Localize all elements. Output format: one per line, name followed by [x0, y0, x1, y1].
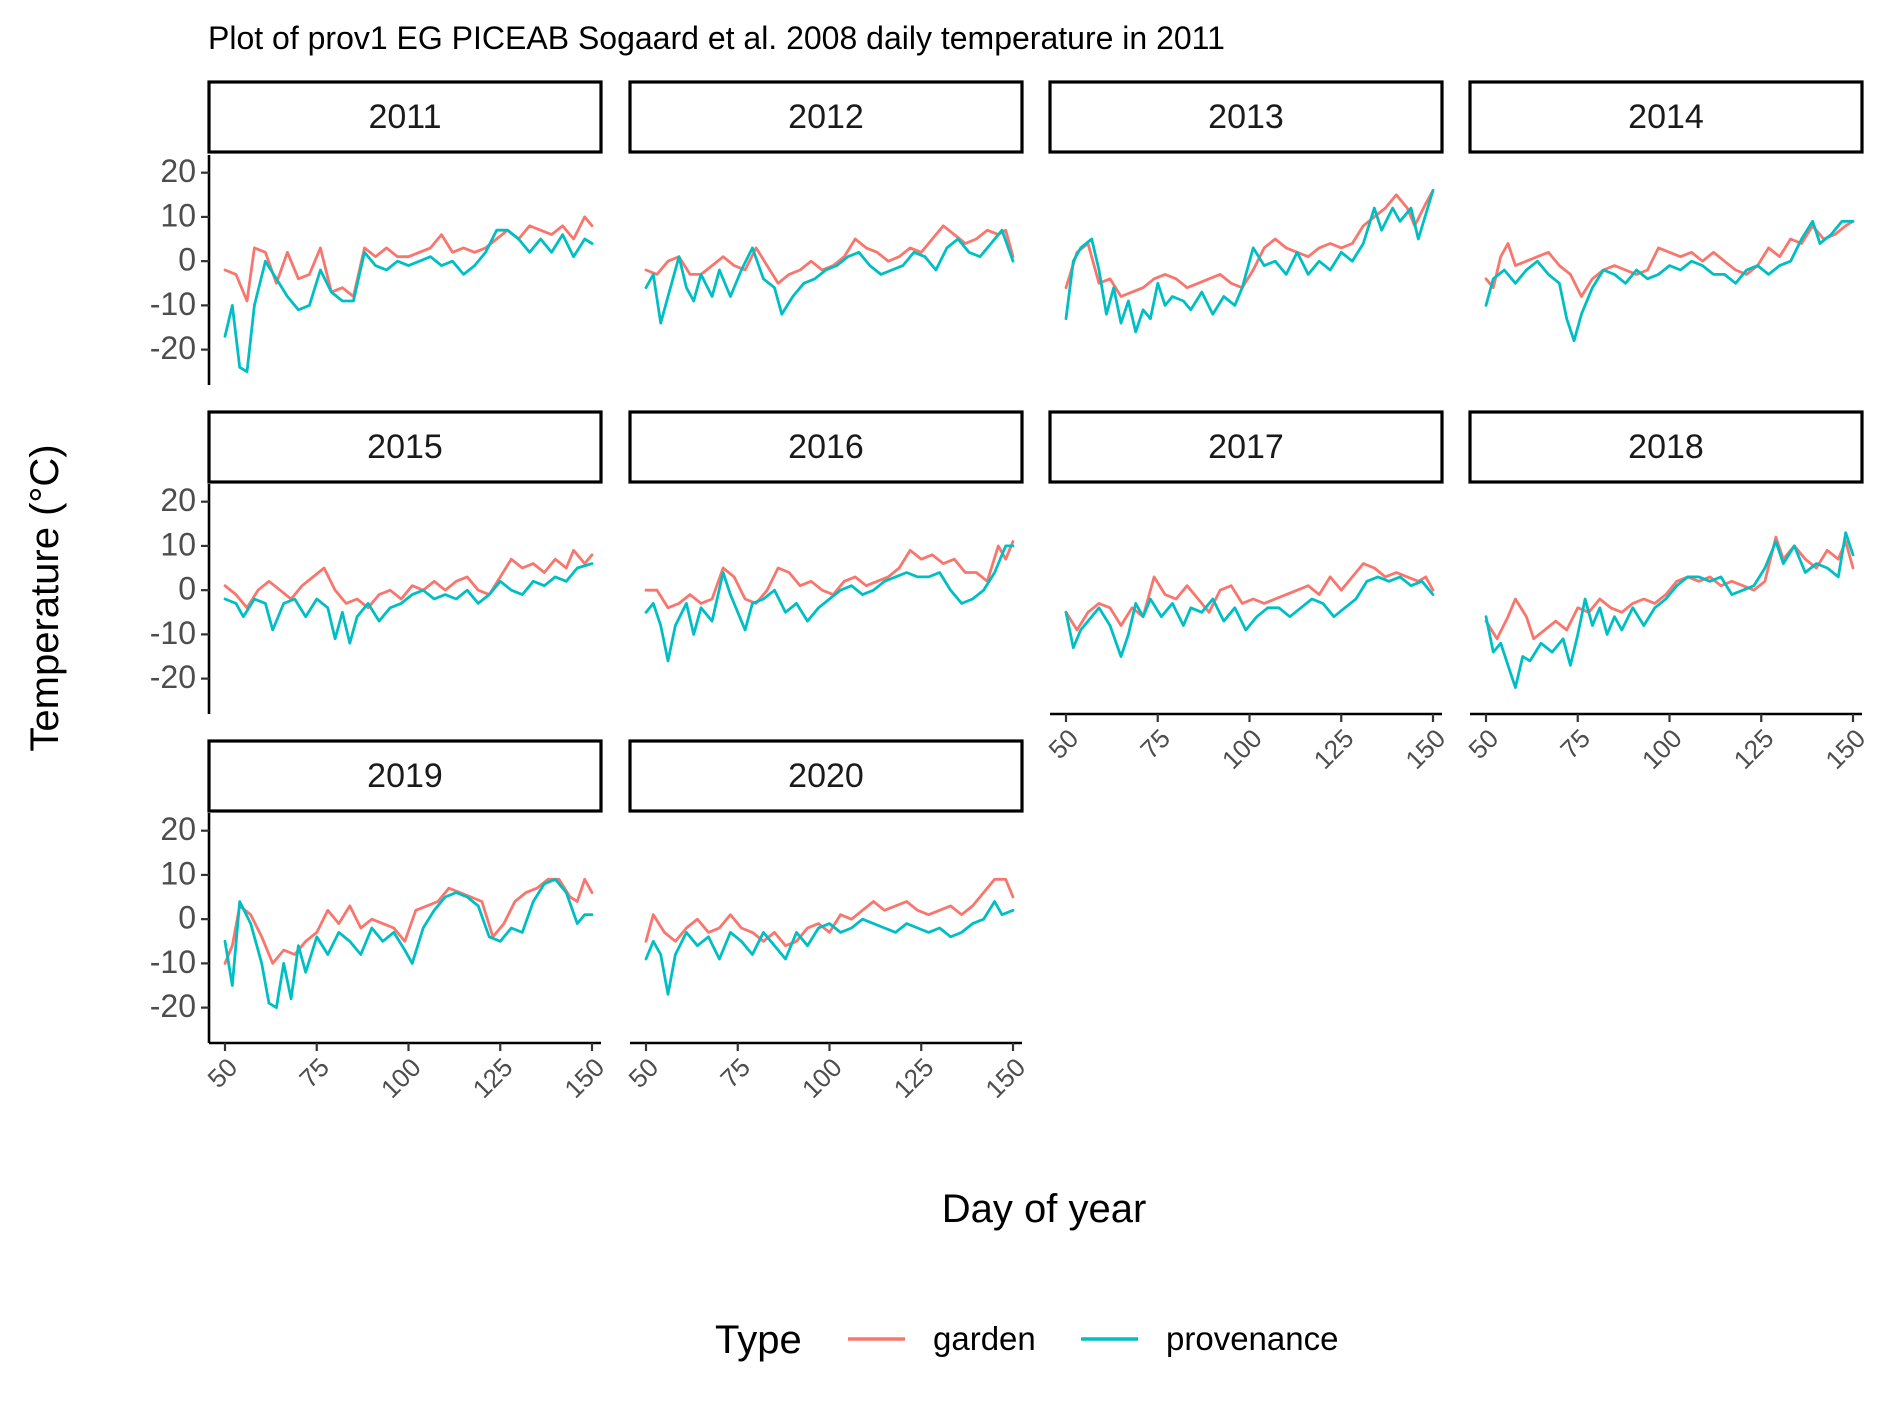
x-tick-label: 100 [796, 1052, 848, 1104]
legend-label-garden: garden [933, 1320, 1036, 1357]
facet-strip [1468, 80, 1864, 154]
series-line-garden [223, 877, 594, 965]
y-tick-label: 10 [160, 855, 196, 891]
x-tick-label: 150 [558, 1052, 610, 1104]
y-axis-title: Temperature (°C) [23, 444, 67, 751]
series-line-garden [1064, 562, 1435, 632]
y-tick-label: 20 [160, 482, 196, 518]
facet-strip-label: 2015 [367, 428, 443, 466]
facet-strip [1048, 80, 1444, 154]
series-line-provenance [1064, 188, 1435, 334]
x-tick-label: 50 [202, 1052, 244, 1094]
y-tick-label: 20 [160, 811, 196, 847]
x-tick-label: 75 [1554, 723, 1596, 765]
x-tick-label: 100 [375, 1052, 427, 1104]
series-line-provenance [1064, 575, 1435, 658]
facet-2013: 2013 [1048, 80, 1444, 334]
x-tick-label: 125 [888, 1052, 940, 1104]
y-tick-label: -10 [150, 615, 196, 651]
y-tick-label: 10 [160, 526, 196, 562]
x-tick-label: 75 [714, 1052, 756, 1094]
facet-strip-label: 2013 [1208, 98, 1284, 136]
x-tick-label: 50 [1463, 723, 1505, 765]
facet-strip-label: 2020 [788, 757, 864, 795]
facet-strip-label: 2017 [1208, 428, 1284, 466]
y-tick-label: -20 [150, 988, 196, 1024]
facet-2016: 2016 [628, 410, 1024, 663]
series-line-provenance [223, 877, 594, 1009]
facet-strip [207, 739, 603, 813]
facet-strip-label: 2011 [368, 98, 441, 136]
x-tick-label: 75 [1134, 723, 1176, 765]
legend: Type garden provenance [715, 1318, 1338, 1362]
series-line-provenance [223, 228, 594, 374]
series-line-garden [223, 548, 594, 610]
x-axis-title: Day of year [942, 1187, 1147, 1231]
facet-strip [207, 80, 603, 154]
facet-strip-label: 2016 [788, 428, 864, 466]
series-line-provenance [644, 228, 1015, 325]
facet-strip [628, 80, 1024, 154]
facet-strip-label: 2012 [788, 98, 864, 136]
x-tick-label: 100 [1216, 723, 1268, 775]
x-tick-label: 150 [1819, 723, 1871, 775]
x-tick-label: 100 [1636, 723, 1688, 775]
y-tick-label: -10 [150, 286, 196, 322]
facet-strip [207, 410, 603, 484]
facet-2011: 2011 -20 -10 0 10 20 [150, 80, 603, 385]
series-line-garden [223, 215, 594, 303]
facet-strip-label: 2014 [1628, 98, 1704, 136]
x-tick-label: 50 [1043, 723, 1085, 765]
chart-title: Plot of prov1 EG PICEAB Sogaard et al. 2… [208, 20, 1225, 56]
facet-2019: 2019 -20 -10 0 10 20 50 75 100 125 150 [150, 739, 610, 1104]
series-line-provenance [223, 562, 594, 645]
y-tick-label: 0 [178, 900, 196, 936]
facet-strip [1468, 410, 1864, 484]
facet-2012: 2012 [628, 80, 1024, 325]
y-tick-label: -10 [150, 944, 196, 980]
facet-2014: 2014 [1468, 80, 1864, 343]
series-line-provenance [1484, 219, 1855, 343]
x-tick-label: 150 [1399, 723, 1451, 775]
x-tick-label: 75 [293, 1052, 335, 1094]
y-tick-label: 0 [178, 571, 196, 607]
legend-title: Type [715, 1318, 802, 1362]
facet-2015: 2015 -20 -10 0 10 20 [150, 410, 603, 714]
facet-strip-label: 2019 [367, 757, 443, 795]
facet-2017: 2017 50 75 100 125 150 [1043, 410, 1451, 775]
facet-strip-label: 2018 [1628, 428, 1704, 466]
y-tick-label: 10 [160, 197, 196, 233]
x-tick-label: 125 [1308, 723, 1360, 775]
series-line-provenance [644, 544, 1015, 663]
series-line-provenance [644, 900, 1015, 996]
y-tick-label: -20 [150, 330, 196, 366]
series-line-provenance [1484, 531, 1855, 689]
facet-strip [628, 410, 1024, 484]
facet-strip [1048, 410, 1444, 484]
series-line-garden [1484, 219, 1855, 298]
x-tick-label: 150 [979, 1052, 1031, 1104]
x-tick-label: 50 [623, 1052, 665, 1094]
facet-panels: 2011 -20 -10 0 10 20 2012 2013 2014 2015 -20 -10 0 10… [150, 80, 1871, 1104]
x-tick-label: 125 [467, 1052, 519, 1104]
facet-2020: 2020 50 75 100 125 150 [623, 739, 1031, 1104]
y-tick-label: -20 [150, 659, 196, 695]
facet-2018: 2018 50 75 100 125 150 [1463, 410, 1871, 775]
facet-strip [628, 739, 1024, 813]
series-line-garden [1064, 188, 1435, 298]
y-tick-label: 20 [160, 153, 196, 189]
legend-label-provenance: provenance [1166, 1320, 1338, 1357]
series-line-garden [644, 877, 1015, 948]
x-tick-label: 125 [1728, 723, 1780, 775]
y-tick-label: 0 [178, 242, 196, 278]
